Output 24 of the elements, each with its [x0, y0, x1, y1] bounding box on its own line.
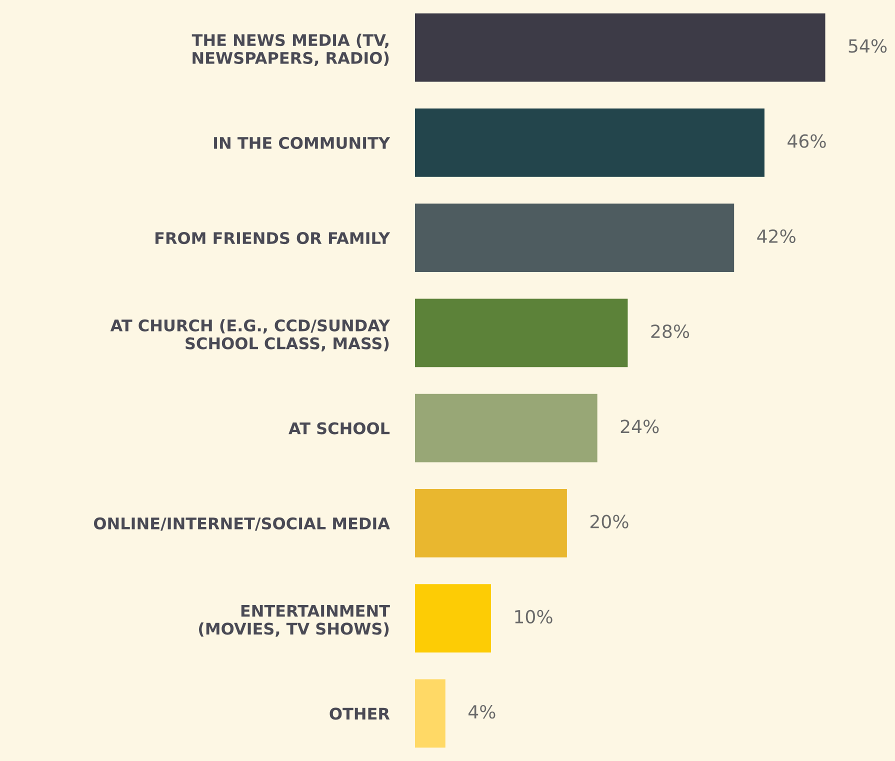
- data-label: 28%: [651, 324, 690, 338]
- y-tick-label: IN THE COMMUNITY: [214, 136, 390, 149]
- data-label: 54%: [848, 39, 887, 53]
- data-label: 4%: [468, 705, 496, 719]
- y-tick-label: FROM FRIENDS OR FAMILY: [156, 232, 390, 244]
- bar: [415, 488, 567, 558]
- data-label: 42%: [757, 229, 796, 244]
- bar: [415, 584, 491, 653]
- bar: [415, 204, 734, 272]
- bar: [415, 13, 826, 82]
- data-label: 24%: [620, 420, 659, 434]
- y-tick-label: ENTERTAINMENT (MOVIES, TV SHOWS): [198, 605, 390, 637]
- bar: [415, 679, 446, 748]
- y-tick-label: OTHER: [330, 708, 390, 720]
- data-label: 46%: [788, 134, 826, 148]
- bar: [415, 298, 628, 368]
- y-tick-label: THE NEWS MEDIA (TV, NEWSPAPERS, RADIO): [192, 34, 389, 66]
- bar: [415, 394, 598, 462]
- bar: [415, 108, 764, 177]
- data-label: 20%: [590, 514, 628, 528]
- y-tick-label: ONLINE/INTERNET/SOCIAL MEDIA: [94, 517, 390, 531]
- data-label: 10%: [515, 610, 552, 624]
- y-tick-label: AT CHURCH (E.G., CCD/SUNDAY SCHOOL CLASS, MASS): [110, 319, 390, 352]
- y-tick-label: AT SCHOOL: [288, 422, 390, 434]
